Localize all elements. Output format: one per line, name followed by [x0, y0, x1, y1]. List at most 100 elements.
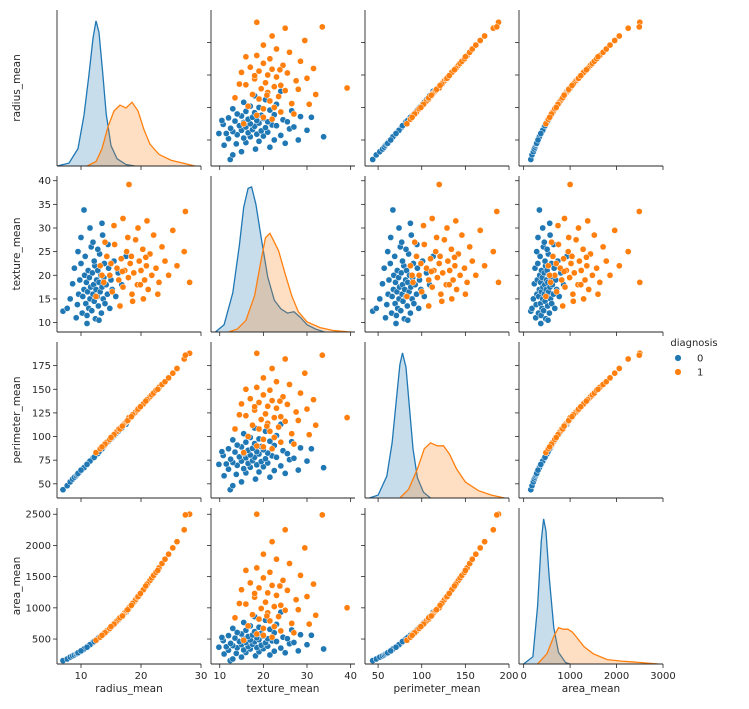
scatter-point-diagnosis-0 [220, 141, 228, 149]
scatter-point-diagnosis-1 [577, 72, 585, 80]
scatter-point-diagnosis-1 [180, 526, 188, 534]
scatter-point-diagnosis-0 [79, 293, 87, 300]
y-tick-label: 25 [38, 247, 51, 258]
scatter-point-diagnosis-1 [260, 374, 267, 382]
scatter-point-diagnosis-1 [445, 72, 453, 80]
scatter-point-diagnosis-0 [242, 438, 250, 446]
kde-line-diagnosis-1 [537, 626, 659, 664]
scatter-point-diagnosis-1 [286, 48, 293, 56]
scatter-point-diagnosis-1 [154, 385, 162, 393]
scatter-point-diagnosis-1 [169, 369, 177, 377]
scatter-point-diagnosis-0 [222, 130, 230, 137]
scatter-point-diagnosis-1 [141, 276, 148, 284]
y-tick-label: 35 [38, 200, 51, 211]
scatter-point-diagnosis-0 [294, 647, 302, 655]
scatter-point-diagnosis-0 [240, 134, 248, 142]
scatter-point-diagnosis-0 [72, 314, 80, 322]
scatter-point-diagnosis-1 [560, 255, 567, 263]
scatter-point-diagnosis-0 [83, 643, 91, 651]
scatter-point-diagnosis-0 [270, 136, 278, 144]
scatter-point-diagnosis-1 [143, 262, 150, 270]
scatter-point-diagnosis-1 [284, 401, 291, 408]
scatter-point-diagnosis-1 [451, 582, 458, 590]
scatter-point-diagnosis-1 [568, 253, 576, 260]
scatter-point-diagnosis-1 [407, 262, 414, 270]
scatter-point-diagnosis-1 [263, 422, 271, 430]
panel-plot-area [527, 18, 644, 163]
scatter-point-diagnosis-0 [297, 631, 304, 639]
scatter-point-diagnosis-0 [548, 300, 556, 307]
scatter-point-diagnosis-0 [273, 122, 280, 130]
scatter-point-diagnosis-0 [240, 98, 248, 106]
scatter-point-diagnosis-1 [242, 600, 250, 608]
scatter-point-diagnosis-1 [566, 274, 573, 281]
scatter-point-diagnosis-0 [403, 267, 410, 274]
scatter-point-diagnosis-1 [126, 260, 134, 267]
scatter-point-diagnosis-1 [481, 32, 488, 40]
kde-fill-diagnosis-1 [399, 442, 505, 498]
scatter-point-diagnosis-1 [169, 544, 177, 552]
scatter-point-diagnosis-1 [125, 274, 132, 281]
scatter-point-diagnosis-1 [152, 264, 160, 272]
scatter-point-diagnosis-0 [270, 647, 278, 655]
scatter-point-diagnosis-1 [409, 279, 417, 286]
scatter-point-diagnosis-1 [583, 66, 590, 74]
scatter-point-diagnosis-1 [427, 612, 435, 620]
scatter-point-diagnosis-1 [569, 290, 577, 298]
kde-line-diagnosis-1 [86, 101, 196, 166]
scatter-point-diagnosis-1 [555, 241, 562, 248]
scatter-point-diagnosis-1 [260, 391, 267, 399]
scatter-point-diagnosis-1 [310, 65, 317, 72]
scatter-point-diagnosis-1 [257, 416, 265, 423]
scatter-point-diagnosis-0 [281, 139, 289, 147]
scatter-point-diagnosis-1 [231, 94, 239, 102]
x-tick-label: 2000 [604, 671, 629, 682]
scatter-point-diagnosis-1 [542, 293, 550, 300]
scatter-point-diagnosis-1 [451, 66, 458, 74]
kde-line-diagnosis-0 [369, 352, 431, 498]
scatter-point-diagnosis-1 [615, 32, 623, 40]
scatter-point-diagnosis-1 [268, 397, 276, 404]
scatter-point-diagnosis-0 [281, 470, 289, 477]
scatter-point-diagnosis-1 [439, 269, 447, 277]
scatter-point-diagnosis-1 [154, 290, 162, 298]
scatter-point-diagnosis-1 [436, 253, 444, 260]
scatter-point-diagnosis-1 [155, 279, 163, 286]
scatter-point-diagnosis-1 [260, 443, 267, 451]
scatter-point-diagnosis-1 [434, 274, 441, 281]
scatter-point-diagnosis-1 [260, 574, 267, 582]
scatter-point-diagnosis-1 [602, 257, 610, 265]
scatter-point-diagnosis-1 [456, 271, 464, 279]
panel-texture_mean-vs-radius_mean: 10 15 20 25 30 35 40 [38, 176, 202, 336]
scatter-point-diagnosis-1 [132, 236, 139, 244]
panel-area_mean-vs-radius_mean: 500 1000 1500 2000 2500 10 20 30 [26, 508, 207, 682]
scatter-point-diagnosis-1 [275, 423, 282, 431]
scatter-point-diagnosis-0 [273, 453, 280, 461]
y-tick-label: 500 [32, 635, 51, 646]
scatter-point-diagnosis-1 [270, 414, 278, 421]
legend: diagnosis 0 1 [670, 338, 717, 379]
panel-plot-area [59, 181, 193, 327]
scatter-point-diagnosis-1 [270, 83, 278, 91]
panel-plot-area [215, 510, 351, 664]
scatter-point-diagnosis-0 [551, 305, 559, 312]
scatter-point-diagnosis-1 [119, 268, 126, 275]
scatter-point-diagnosis-0 [77, 260, 85, 267]
scatter-point-diagnosis-1 [583, 253, 590, 261]
scatter-point-diagnosis-0 [240, 465, 248, 473]
scatter-point-diagnosis-0 [281, 649, 289, 657]
scatter-point-diagnosis-1 [436, 82, 444, 89]
scatter-point-diagnosis-1 [575, 224, 582, 232]
scatter-point-diagnosis-1 [253, 52, 261, 59]
panel-plot-area [57, 20, 196, 166]
scatter-point-diagnosis-1 [128, 290, 136, 298]
scatter-point-diagnosis-0 [543, 245, 551, 253]
y-tick-label: 1000 [26, 603, 51, 614]
scatter-point-diagnosis-1 [244, 433, 252, 440]
scatter-point-diagnosis-1 [143, 217, 151, 225]
scatter-point-diagnosis-0 [537, 320, 545, 327]
scatter-point-diagnosis-0 [320, 645, 327, 653]
scatter-point-diagnosis-0 [398, 238, 406, 246]
scatter-point-diagnosis-1 [103, 253, 111, 260]
scatter-point-diagnosis-1 [417, 104, 425, 111]
